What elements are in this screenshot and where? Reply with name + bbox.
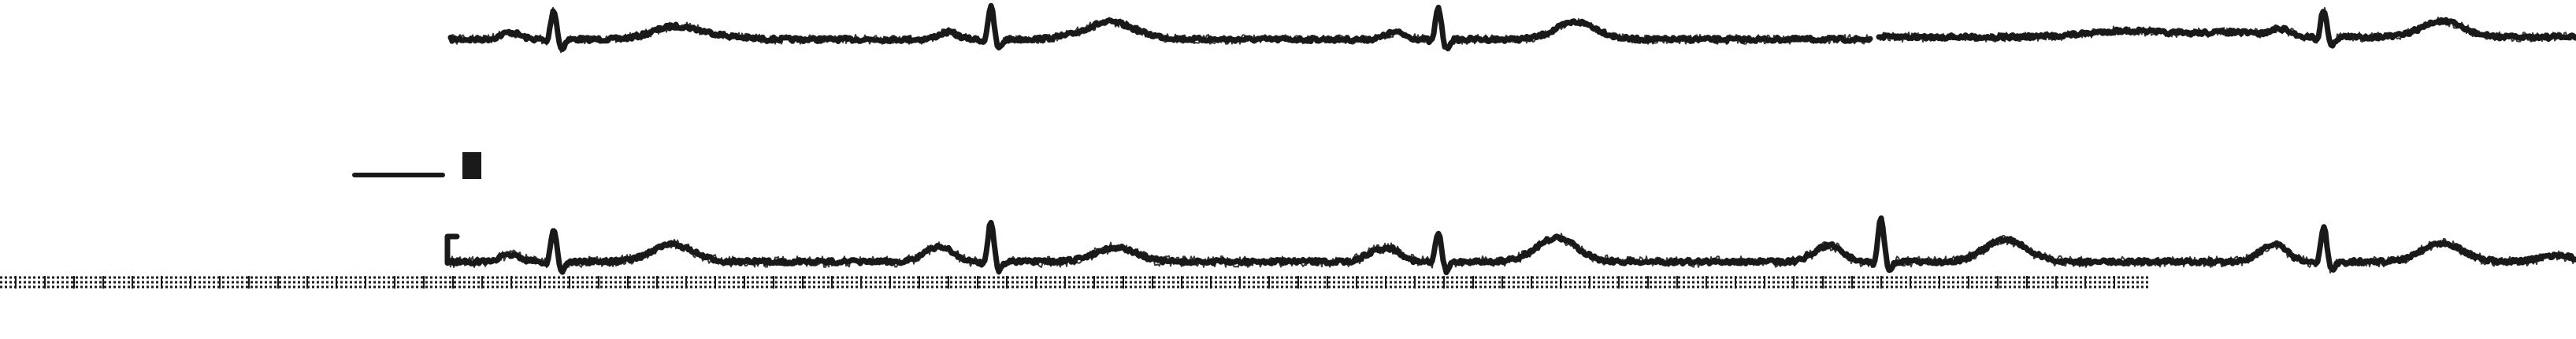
baseline-dotted-line — [0, 276, 2151, 289]
lower-ecg-strip — [444, 215, 2576, 276]
upper-ecg-strip — [447, 2, 2576, 54]
calibration-marker — [352, 152, 481, 179]
lower-trace — [444, 215, 2576, 276]
upper-trace-segment-1 — [447, 2, 1873, 52]
calibration-block — [462, 152, 481, 179]
lower-trace-noise — [447, 218, 2576, 275]
upper-trace-noise-1 — [450, 6, 1871, 54]
upper-trace-noise-2 — [1878, 6, 2576, 46]
calibration-line-noise — [354, 173, 444, 176]
lower-trace-start-tick — [444, 233, 460, 265]
